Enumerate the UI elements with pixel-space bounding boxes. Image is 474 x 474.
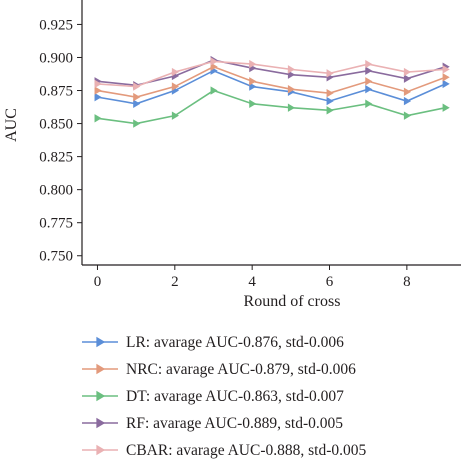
data-point xyxy=(133,99,141,108)
data-point xyxy=(210,57,218,66)
y-tick-label: 0.925 xyxy=(39,17,73,33)
data-point xyxy=(442,65,450,74)
x-axis-label: Round of cross xyxy=(244,293,341,310)
data-point xyxy=(365,77,373,86)
data-point xyxy=(133,82,141,91)
y-axis-label: AUC xyxy=(3,108,20,142)
series-2 xyxy=(94,86,450,128)
y-axis: 0.750 0.775 0.800 0.825 0.850 0.875 0.900 0.925 xyxy=(39,17,82,265)
data-point xyxy=(210,62,218,71)
legend-label: DT: avarage AUC-0.863, std-0.007 xyxy=(126,388,344,405)
data-point xyxy=(326,69,334,78)
legend-marker xyxy=(96,417,106,429)
data-point xyxy=(442,103,450,112)
series-1 xyxy=(94,62,450,102)
data-point xyxy=(365,59,373,69)
data-point xyxy=(210,86,218,95)
legend-entry: DT: avarage AUC-0.863, std-0.007 xyxy=(82,388,344,405)
y-tick-label: 0.875 xyxy=(39,84,73,100)
data-point xyxy=(249,82,257,91)
data-point xyxy=(403,74,412,83)
series-line xyxy=(97,60,446,88)
legend-label: RF: avarage AUC-0.889, std-0.005 xyxy=(126,415,343,432)
plot-frame xyxy=(81,0,461,266)
data-point xyxy=(94,92,102,102)
data-point xyxy=(326,106,334,115)
series-line xyxy=(97,89,446,125)
series-0 xyxy=(94,66,450,108)
y-tick-label: 0.900 xyxy=(39,50,73,66)
legend-marker xyxy=(96,390,106,402)
legend: LR: avarage AUC-0.876, std-0.006 NRC: ava… xyxy=(82,334,366,459)
legend-entry: NRC: avarage AUC-0.879, std-0.006 xyxy=(82,361,356,378)
data-point xyxy=(403,111,412,120)
legend-entry: LR: avarage AUC-0.876, std-0.006 xyxy=(82,334,344,351)
legend-label: CBAR: avarage AUC-0.888, std-0.005 xyxy=(126,442,366,459)
data-point xyxy=(94,86,102,95)
x-tick-label: 2 xyxy=(171,274,179,290)
data-point xyxy=(94,114,102,123)
data-point xyxy=(403,67,412,77)
legend-entry: RF: avarage AUC-0.889, std-0.005 xyxy=(82,415,343,432)
legend-label: NRC: avarage AUC-0.879, std-0.006 xyxy=(126,361,356,378)
data-point xyxy=(287,70,296,79)
data-point xyxy=(133,92,141,102)
x-tick-label: 0 xyxy=(94,274,102,290)
data-point xyxy=(403,96,412,106)
data-point xyxy=(365,66,373,75)
data-point xyxy=(365,99,373,108)
data-point xyxy=(403,87,412,97)
series-line xyxy=(97,65,446,98)
y-tick-label: 0.750 xyxy=(39,249,73,265)
series-lines xyxy=(94,55,450,128)
x-tick-label: 4 xyxy=(248,274,256,290)
y-tick-label: 0.800 xyxy=(39,183,73,199)
y-tick-label: 0.775 xyxy=(39,216,73,232)
data-point xyxy=(249,99,257,108)
data-point xyxy=(287,85,296,94)
data-point xyxy=(249,77,257,86)
data-point xyxy=(365,85,373,94)
data-point xyxy=(442,73,450,82)
series-3 xyxy=(94,55,450,90)
series-line xyxy=(97,59,446,87)
legend-marker xyxy=(96,336,106,348)
data-point xyxy=(94,79,102,89)
data-point xyxy=(133,119,141,128)
legend-label: LR: avarage AUC-0.876, std-0.006 xyxy=(126,334,344,351)
legend-entry: CBAR: avarage AUC-0.888, std-0.005 xyxy=(82,442,366,459)
data-point xyxy=(171,82,180,91)
data-point xyxy=(287,103,296,112)
x-axis: 0 2 4 6 8 xyxy=(94,265,411,290)
data-point xyxy=(326,88,334,98)
data-point xyxy=(442,79,450,89)
x-tick-label: 6 xyxy=(326,274,334,290)
legend-marker xyxy=(96,444,106,456)
data-point xyxy=(287,65,296,74)
y-tick-label: 0.825 xyxy=(39,150,73,166)
data-point xyxy=(171,111,180,120)
data-point xyxy=(249,59,257,69)
data-point xyxy=(326,96,334,106)
series-line xyxy=(97,69,446,105)
legend-marker xyxy=(96,363,106,375)
x-tick-label: 8 xyxy=(403,274,411,290)
y-tick-label: 0.850 xyxy=(39,117,73,133)
data-point xyxy=(171,67,180,77)
series-4 xyxy=(94,57,450,91)
